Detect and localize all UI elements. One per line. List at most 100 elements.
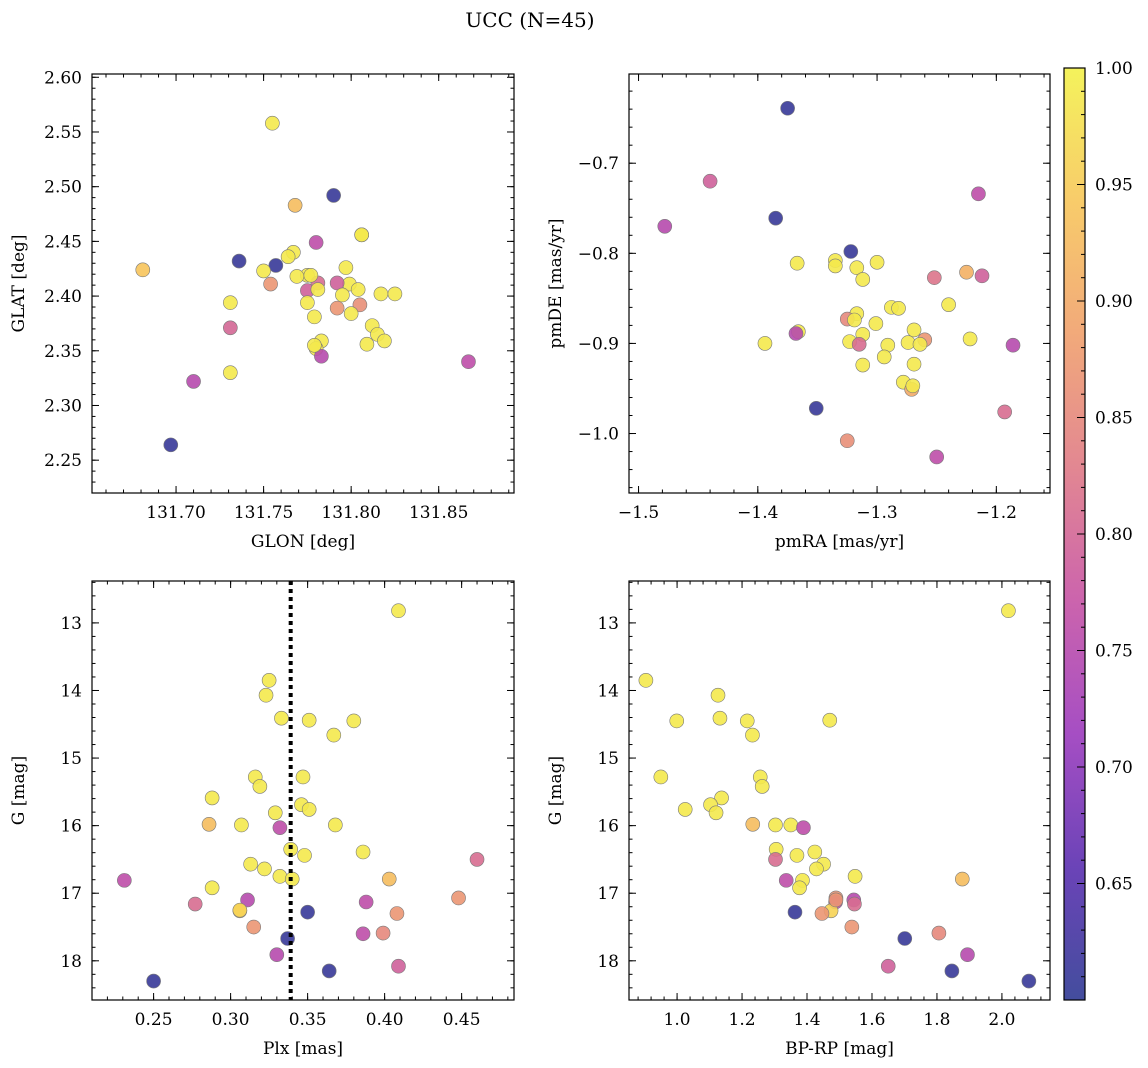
data-point <box>788 326 804 341</box>
data-point <box>377 333 392 349</box>
y-tick-label: 14 <box>60 681 82 701</box>
data-point <box>839 433 855 449</box>
y-tick-label: 15 <box>60 749 82 769</box>
y-tick-label: 13 <box>597 614 619 634</box>
axes-frame <box>628 580 1051 1001</box>
data-point <box>163 437 179 453</box>
data-point <box>778 873 794 888</box>
data-point <box>252 779 268 794</box>
data-point <box>272 869 288 884</box>
data-point <box>959 264 974 280</box>
data-point <box>927 270 942 285</box>
data-point <box>814 906 830 921</box>
data-point <box>789 848 805 863</box>
data-point <box>868 316 884 331</box>
x-tick-label: −1.4 <box>737 503 778 523</box>
data-point <box>822 712 838 728</box>
x-tick-label: −1.2 <box>976 503 1017 523</box>
x-tick-label: 1.2 <box>729 1010 756 1030</box>
y-tick-label: 15 <box>597 749 619 769</box>
data-point <box>352 297 368 313</box>
data-point <box>223 320 238 336</box>
data-points <box>638 603 1037 989</box>
data-point <box>223 295 238 310</box>
data-point <box>387 286 403 302</box>
colorbar-tick-label: 0.80 <box>1095 525 1133 545</box>
data-point <box>257 861 272 877</box>
data-point <box>135 262 151 278</box>
data-point <box>381 871 397 887</box>
y-tick-label: 17 <box>60 884 82 904</box>
data-point <box>844 919 860 935</box>
y-tick-label: 2.30 <box>44 396 82 416</box>
y-axis-label: G [mag] <box>546 756 566 825</box>
x-tick-label: 0.40 <box>366 1010 404 1030</box>
data-point <box>389 906 405 921</box>
data-point <box>702 173 718 189</box>
y-tick-label: 2.35 <box>44 342 82 362</box>
y-tick-label: 16 <box>597 817 619 837</box>
scatter-panel-1: 131.70 131.75 131.80 131.85 2.25 2.30 2.35 2.40… <box>9 68 515 552</box>
data-point <box>745 727 760 743</box>
data-point <box>809 861 824 877</box>
data-point <box>757 336 773 351</box>
y-axis-label: pmDE [mas/yr] <box>546 218 566 348</box>
data-point <box>954 871 970 887</box>
y-tick-label: −0.8 <box>578 244 619 264</box>
x-tick-label: 0.30 <box>212 1010 250 1030</box>
data-point <box>117 873 132 888</box>
data-point <box>897 931 913 946</box>
data-point <box>847 312 862 328</box>
data-point <box>638 673 654 688</box>
data-point <box>1021 973 1037 989</box>
colorbar-tick-label: 0.75 <box>1095 642 1133 662</box>
axes-frame <box>91 580 515 1001</box>
x-tick-label: −1.5 <box>618 503 659 523</box>
data-point <box>303 267 319 283</box>
data-point <box>828 892 844 908</box>
figure-title: UCC (N=45) <box>465 8 594 32</box>
x-axis-label: GLON [deg] <box>251 532 355 552</box>
x-axis-label: pmRA [mas/yr] <box>775 532 904 552</box>
data-point <box>243 856 258 872</box>
data-point <box>268 258 284 273</box>
data-point <box>787 904 803 920</box>
data-points <box>657 100 1021 465</box>
ticks <box>629 581 1050 1000</box>
data-point <box>855 272 871 287</box>
data-point <box>962 331 978 347</box>
scatter-panel-3: 0.25 0.30 0.35 0.40 0.45 13 14 15 16 17 18 Plx [mas… <box>9 580 515 1059</box>
data-point <box>391 603 406 619</box>
x-tick-label: 131.80 <box>321 503 380 523</box>
data-point <box>300 295 315 310</box>
y-tick-label: 18 <box>597 952 619 972</box>
data-point <box>461 354 476 370</box>
data-point <box>391 958 406 974</box>
data-point <box>232 902 248 918</box>
data-point <box>269 947 285 963</box>
data-point <box>912 337 928 352</box>
data-point <box>847 869 863 884</box>
y-axis-label: GLAT [deg] <box>9 234 29 332</box>
y-tick-label: 16 <box>60 817 82 837</box>
data-point <box>451 890 466 906</box>
data-point <box>657 218 673 234</box>
data-point <box>906 356 922 372</box>
x-tick-label: 0.35 <box>289 1010 327 1030</box>
data-point <box>792 880 807 896</box>
data-point <box>326 727 342 743</box>
colorbar-tick-label: 0.70 <box>1095 758 1133 778</box>
data-point <box>246 919 262 935</box>
y-tick-label: 18 <box>60 952 82 972</box>
data-point <box>944 963 960 979</box>
data-point <box>354 227 369 243</box>
data-point <box>754 779 770 794</box>
data-point <box>265 115 280 131</box>
x-tick-label: 2.0 <box>988 1010 1015 1030</box>
data-point <box>828 258 843 274</box>
data-point <box>355 926 371 942</box>
data-point <box>847 896 862 912</box>
data-point <box>187 896 203 912</box>
data-point <box>301 712 317 728</box>
y-tick-label: 2.40 <box>44 287 82 307</box>
